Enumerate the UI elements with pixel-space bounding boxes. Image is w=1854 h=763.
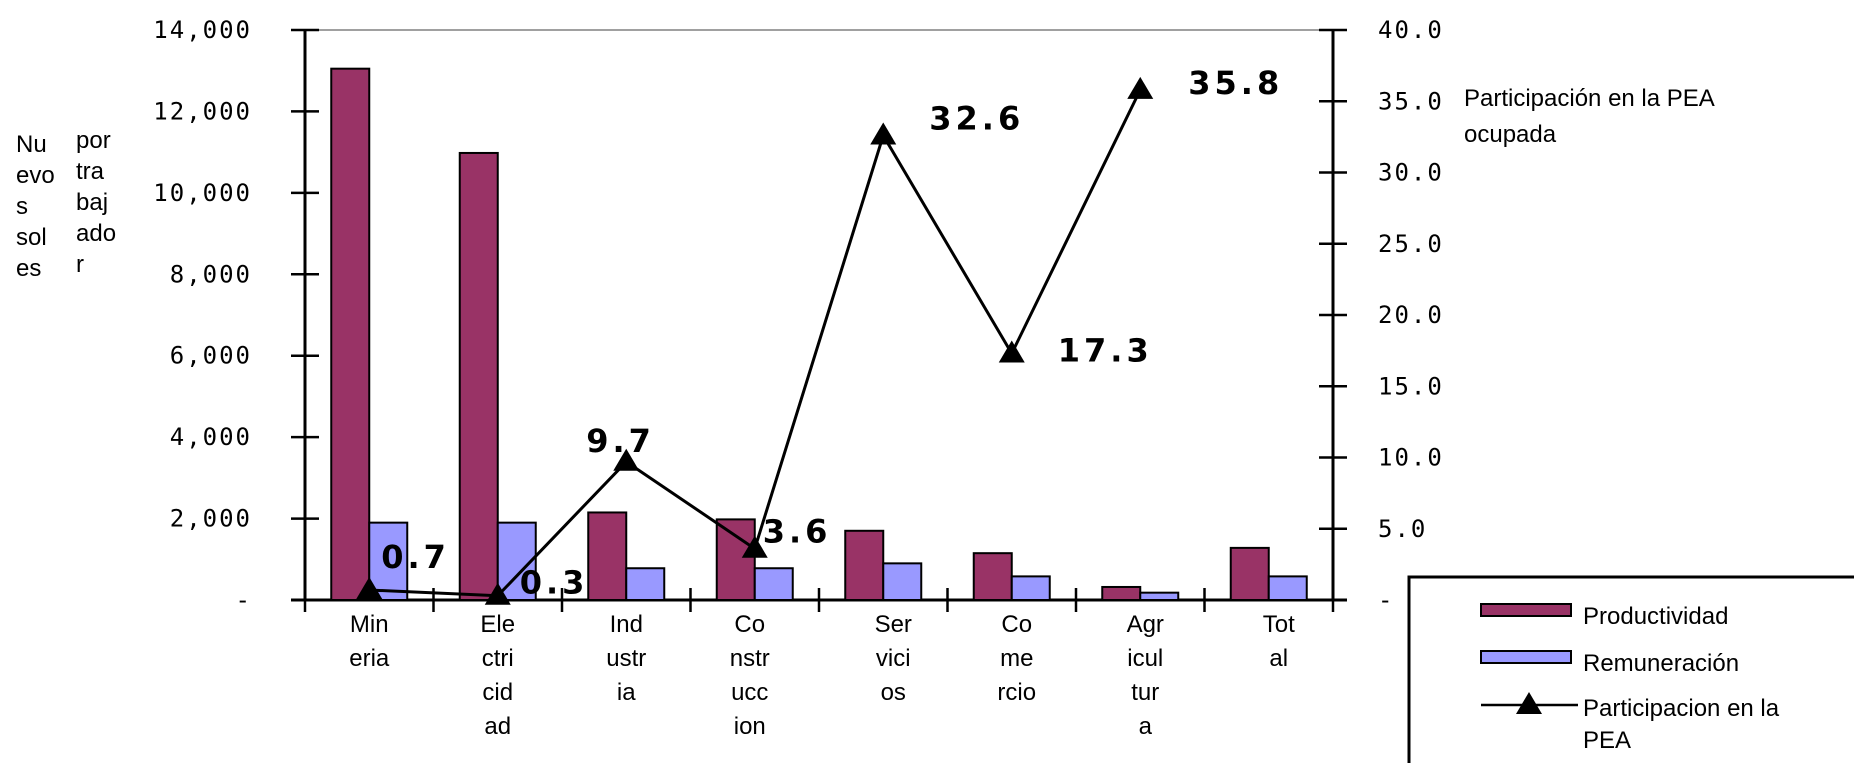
left-tick-label: 6,000 bbox=[170, 342, 252, 370]
right-tick-label: 5.0 bbox=[1378, 515, 1427, 543]
legend-label-line: Participacion en la bbox=[1583, 695, 1780, 722]
category-label: Min bbox=[350, 611, 389, 638]
left-tick-label: 2,000 bbox=[170, 505, 252, 533]
pea-data-label: 32.6 bbox=[929, 99, 1024, 137]
pea-triangle-marker bbox=[741, 535, 768, 558]
legend-label-line: PEA bbox=[1583, 727, 1631, 754]
bar-remuneracion bbox=[368, 521, 409, 602]
bar-productividad bbox=[1101, 585, 1142, 602]
bar-productividad bbox=[715, 518, 756, 602]
bar-remuneracion bbox=[1010, 575, 1051, 602]
left-tick-label: 10,000 bbox=[153, 179, 252, 207]
left-tick-label: 8,000 bbox=[170, 260, 252, 288]
left-axis-label-line: r bbox=[76, 251, 84, 278]
right-tick-label: 35.0 bbox=[1378, 87, 1444, 115]
legend-triangle-icon bbox=[1516, 692, 1542, 714]
category-label: icul bbox=[1127, 645, 1163, 672]
left-tick-label: 12,000 bbox=[153, 97, 252, 125]
left-tick-label: 4,000 bbox=[170, 423, 252, 451]
bar-productividad bbox=[972, 552, 1013, 602]
category-label: cid bbox=[482, 679, 513, 706]
category-label: nstr bbox=[730, 645, 770, 672]
pea-triangle-marker bbox=[484, 582, 511, 605]
right-tick-label: 40.0 bbox=[1378, 16, 1444, 44]
pea-data-label: 3.6 bbox=[763, 513, 832, 551]
left-axis-label-line: por bbox=[76, 127, 111, 154]
bar-remuneracion bbox=[625, 567, 666, 602]
category-label: me bbox=[1000, 645, 1033, 672]
right-tick-label: 30.0 bbox=[1378, 159, 1444, 187]
category-label: ucc bbox=[731, 679, 768, 706]
pea-triangle-marker bbox=[356, 577, 383, 600]
left-axis-label-line: es bbox=[16, 255, 41, 282]
right-tick-label: 15.0 bbox=[1378, 372, 1444, 400]
pea-line-series: 0.7 0.3 9.7 3.6 32.6 17.3 35.8 bbox=[356, 64, 1283, 605]
bar-remuneracion bbox=[1139, 591, 1180, 602]
category-label: al bbox=[1269, 645, 1288, 672]
pea-data-label: 35.8 bbox=[1188, 64, 1283, 102]
category-label: ustr bbox=[606, 645, 646, 672]
bar-productividad bbox=[844, 529, 885, 601]
category-label: Ind bbox=[610, 611, 643, 638]
right-axis-label-line: ocupada bbox=[1464, 121, 1557, 148]
category-labels: Min eria Ele ctri cid ad Ind ustr ia Co nstr ucc ion… bbox=[349, 611, 1295, 740]
legend-swatch-remuneracion bbox=[1480, 650, 1572, 664]
left-axis-label-line: s bbox=[16, 193, 28, 220]
pea-triangle-marker bbox=[1127, 76, 1154, 99]
category-label: tur bbox=[1131, 679, 1159, 706]
bar-productividad bbox=[458, 151, 499, 601]
pea-data-label: 9.7 bbox=[586, 422, 655, 460]
category-label: ia bbox=[617, 679, 636, 706]
right-tick-label: 25.0 bbox=[1378, 230, 1444, 258]
left-axis-ticks: - 2,000 4,000 6,000 8,000 10,000 12,000 14,000 bbox=[153, 16, 319, 614]
category-label: rcio bbox=[997, 679, 1036, 706]
category-label: Co bbox=[734, 611, 765, 638]
category-label: ad bbox=[484, 713, 511, 740]
pea-data-label: 0.7 bbox=[381, 538, 450, 576]
left-axis-label-line: tra bbox=[76, 158, 105, 185]
right-axis-ticks: - 5.0 10.0 15.0 20.0 25.0 30.0 35.0 40.0 bbox=[1319, 16, 1444, 614]
right-axis-label-line: Participación en la PEA bbox=[1464, 85, 1715, 112]
pea-triangle-marker bbox=[870, 122, 897, 145]
legend-label: Remuneración bbox=[1583, 650, 1739, 677]
bars bbox=[330, 67, 1308, 602]
category-label: Ser bbox=[875, 611, 912, 638]
bar-productividad bbox=[330, 67, 371, 601]
legend: Productividad Remuneración Participacion e… bbox=[1407, 575, 1854, 763]
right-axis-label: Participación en la PEA ocupada bbox=[1464, 85, 1715, 148]
left-tick-label: 14,000 bbox=[153, 16, 252, 44]
left-axis-label-line: evo bbox=[16, 162, 55, 189]
pea-triangle-marker bbox=[998, 340, 1025, 363]
left-axis-label-line: ado bbox=[76, 220, 116, 247]
left-axis-label-line: Nu bbox=[16, 131, 47, 158]
right-tick-label: 10.0 bbox=[1378, 444, 1444, 472]
category-label: Ele bbox=[480, 611, 515, 638]
category-label: ctri bbox=[482, 645, 514, 672]
pea-data-label: 17.3 bbox=[1058, 331, 1153, 369]
category-label: Agr bbox=[1127, 611, 1164, 638]
left-axis-label: Nu evo s sol es por tra baj ado r bbox=[16, 127, 116, 282]
legend-swatch-productividad bbox=[1480, 603, 1572, 617]
bar-remuneracion bbox=[1267, 575, 1308, 602]
category-label: Tot bbox=[1263, 611, 1295, 638]
legend-label: Productividad bbox=[1583, 603, 1728, 630]
category-label: a bbox=[1139, 713, 1153, 740]
pea-triangle-marker bbox=[613, 448, 640, 471]
category-label: vici bbox=[876, 645, 911, 672]
bar-remuneracion bbox=[753, 567, 794, 602]
bar-productividad bbox=[1229, 546, 1270, 602]
category-label: os bbox=[881, 679, 906, 706]
category-label: Co bbox=[1001, 611, 1032, 638]
left-axis-label-line: sol bbox=[16, 224, 47, 251]
pea-data-label: 0.3 bbox=[520, 564, 589, 602]
bar-productividad bbox=[587, 511, 628, 602]
right-tick-label: 20.0 bbox=[1378, 301, 1444, 329]
left-axis-label-line: baj bbox=[76, 189, 108, 216]
category-label: eria bbox=[349, 645, 390, 672]
category-label: ion bbox=[734, 713, 766, 740]
left-tick-label: - bbox=[236, 586, 252, 614]
right-tick-label: - bbox=[1378, 586, 1394, 614]
bar-remuneracion bbox=[882, 562, 923, 601]
